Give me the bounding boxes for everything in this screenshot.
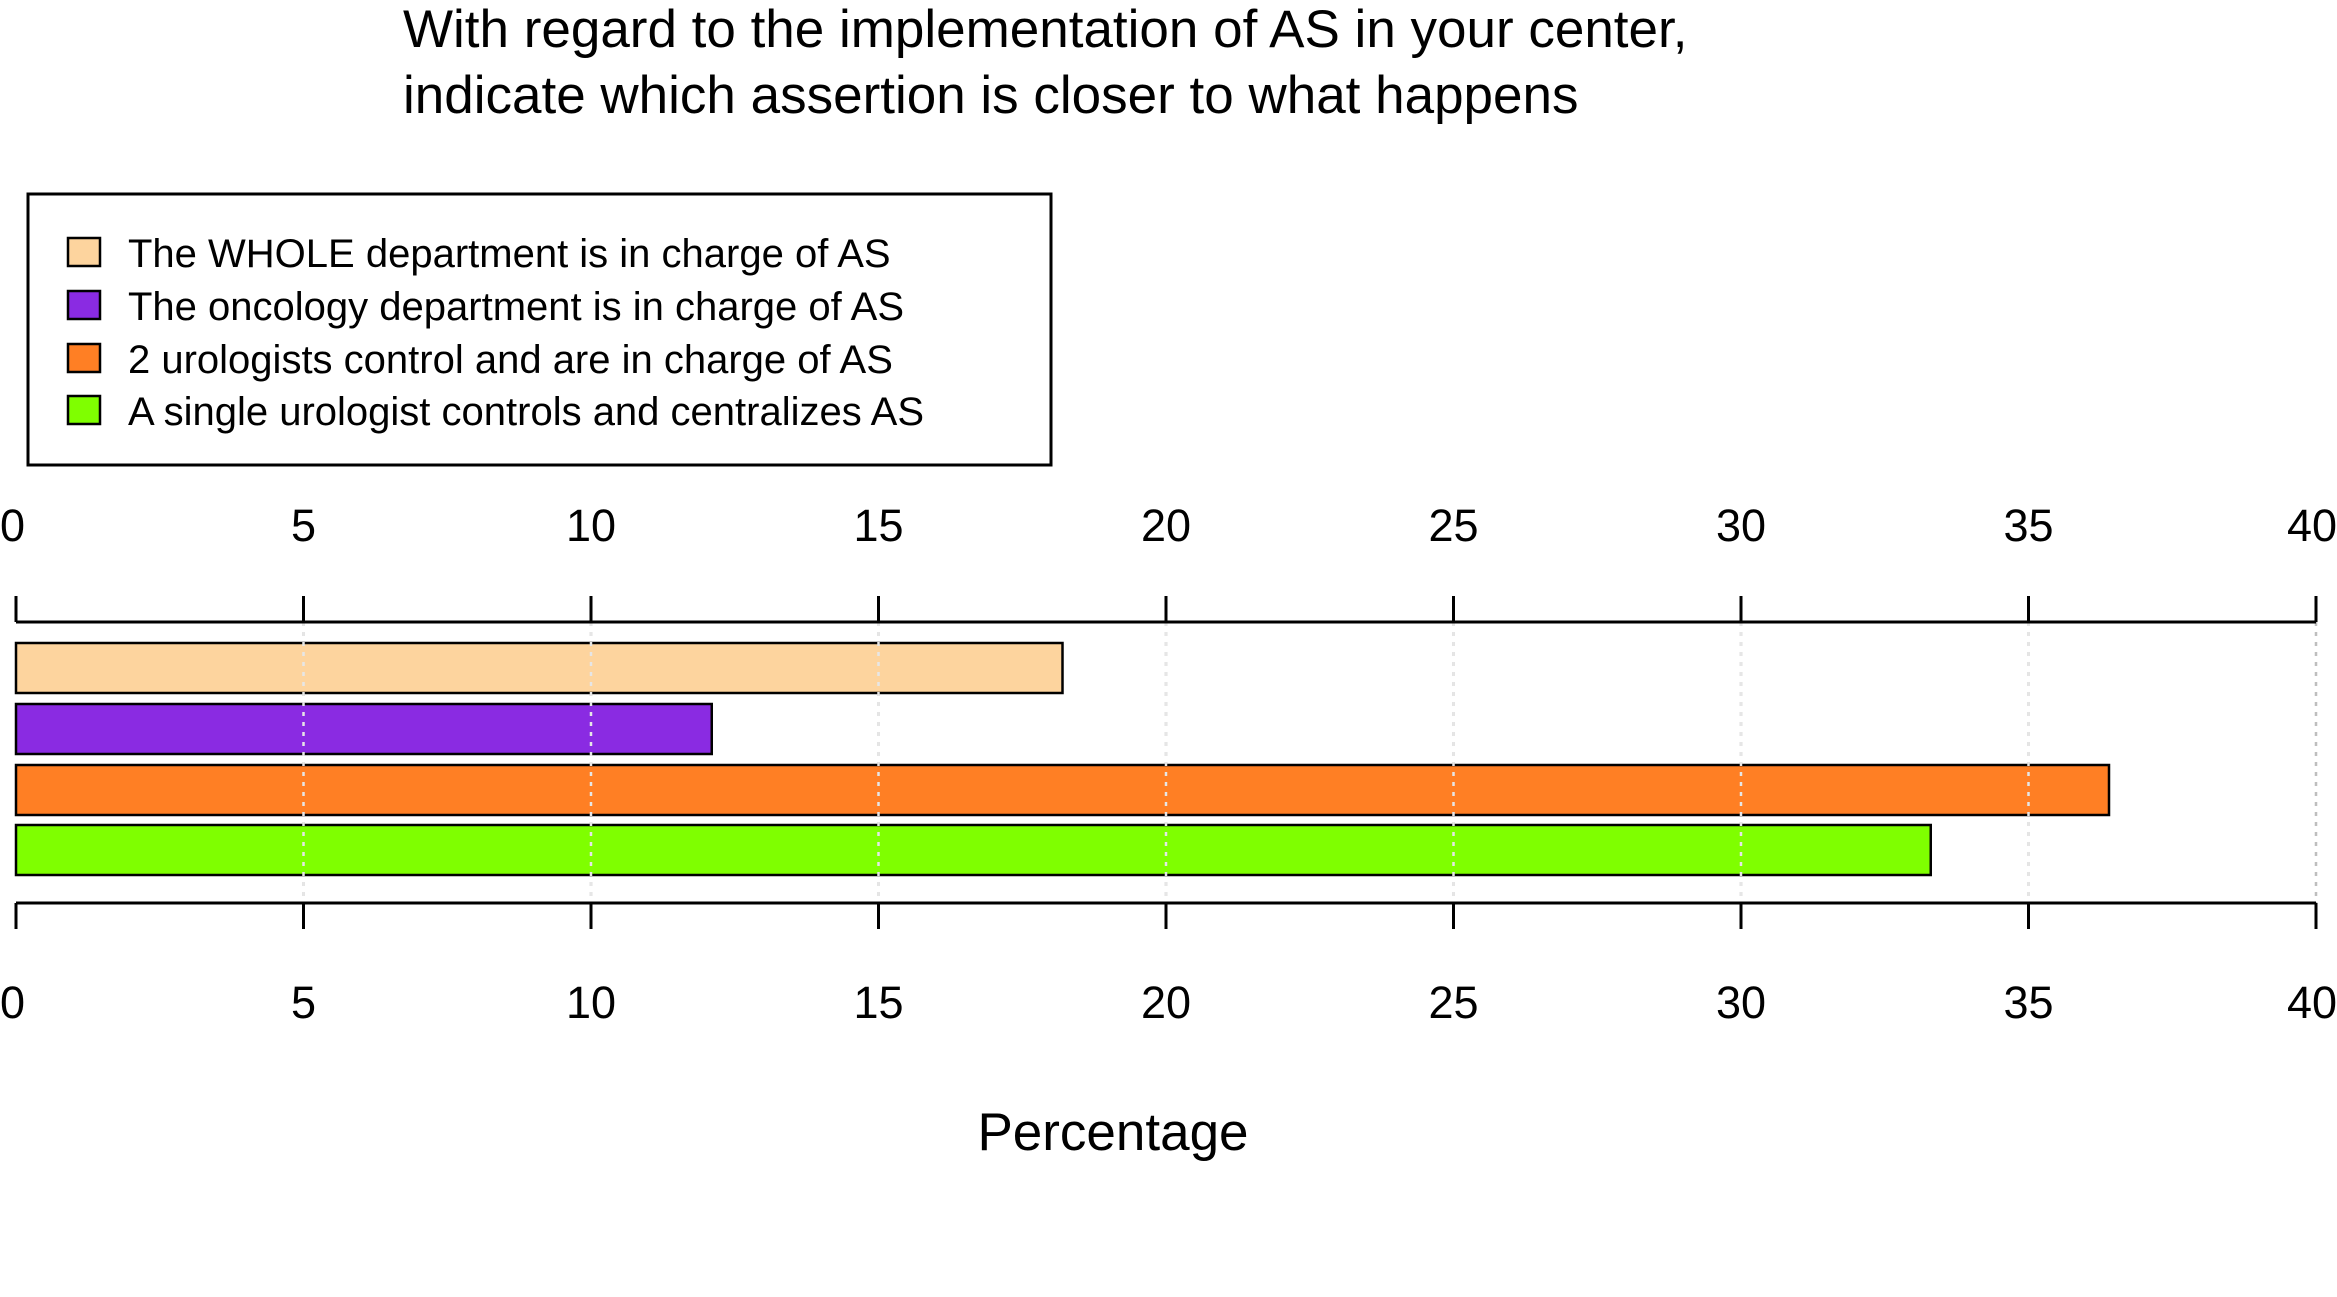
x-axis-top-tick-label-20: 20	[1141, 500, 1191, 551]
x-axis-top-tick-label-15: 15	[853, 500, 903, 551]
x-axis-bottom-tick-label-20: 20	[1141, 977, 1191, 1028]
legend-label-3: 2 urologists control and are in charge o…	[128, 338, 893, 382]
x-axis-bottom-tick-label-0: 0	[0, 977, 25, 1028]
legend-box	[26, 192, 1053, 467]
x-axis-bottom-tick-label-40: 40	[2287, 977, 2337, 1028]
legend-swatch-1	[66, 236, 102, 268]
x-axis-top-tick-label-30: 30	[1716, 500, 1766, 551]
bars	[14, 622, 2111, 903]
x-axis-bottom-tick-label-15: 15	[853, 977, 903, 1028]
x-axis-top-tick-label-0: 0	[0, 500, 25, 551]
chart-title: With regard to the implementation of AS …	[403, 0, 1687, 125]
x-axis-top-tick-label-5: 5	[291, 500, 316, 551]
grid-lines-over-bars	[302, 622, 2030, 903]
legend-swatch-2	[66, 289, 102, 321]
x-axis-bottom-tick-label-30: 30	[1716, 977, 1766, 1028]
legend-label-4: A single urologist controls and centrali…	[128, 390, 924, 434]
chart-title-line-1: With regard to the implementation of AS …	[403, 0, 1687, 59]
bar-3	[14, 763, 2111, 817]
x-axis-top: 0 5 10 15 20 25 30 35 40	[0, 500, 2337, 624]
legend: The WHOLE department is in charge of AS T…	[26, 192, 1053, 467]
bar-4	[14, 823, 1932, 877]
x-axis-top-tick-label-10: 10	[566, 500, 616, 551]
x-axis-bottom-tick-label-25: 25	[1428, 977, 1478, 1028]
x-axis-bottom: 0 5 10 15 20 25 30 35 40	[0, 901, 2337, 1028]
legend-swatch-3	[66, 342, 102, 374]
x-axis-top-tick-label-25: 25	[1428, 500, 1478, 551]
bar-1	[14, 641, 1064, 695]
legend-swatch-4	[66, 394, 102, 426]
bar-2	[14, 702, 713, 756]
x-axis-top-tick-label-35: 35	[2003, 500, 2053, 551]
legend-label-1: The WHOLE department is in charge of AS	[128, 232, 891, 276]
legend-label-2: The oncology department is in charge of …	[128, 285, 904, 329]
x-axis-bottom-tick-label-35: 35	[2003, 977, 2053, 1028]
chart-title-line-2: indicate which assertion is closer to wh…	[403, 66, 1578, 125]
x-axis-label: Percentage	[977, 1103, 1248, 1162]
x-axis-bottom-tick-label-5: 5	[291, 977, 316, 1028]
x-axis-bottom-tick-label-10: 10	[566, 977, 616, 1028]
x-axis-top-tick-label-40: 40	[2287, 500, 2337, 551]
